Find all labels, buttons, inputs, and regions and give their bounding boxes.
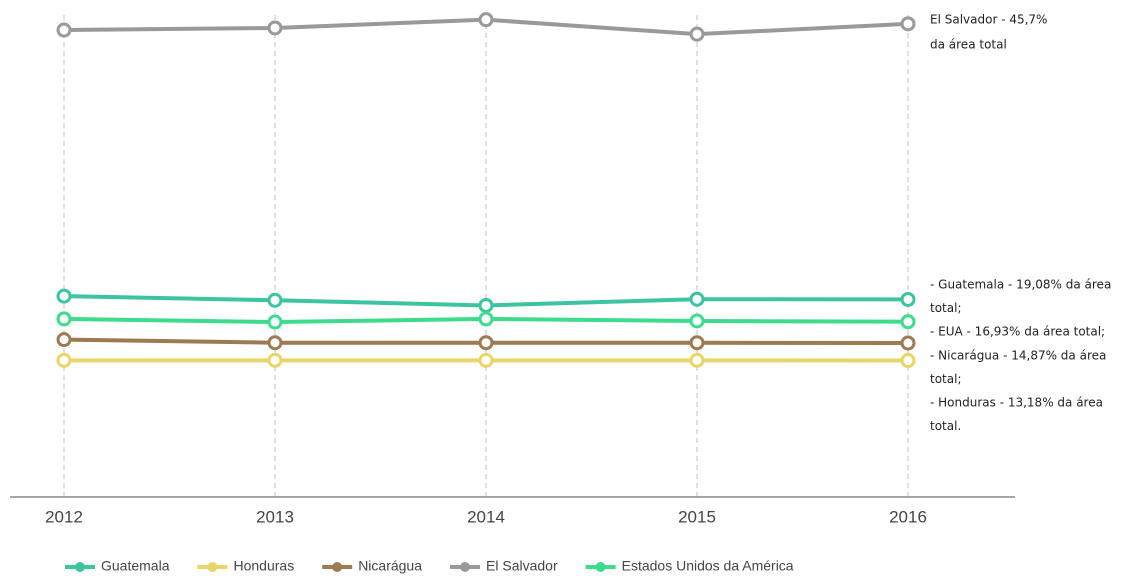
x-tick-label: 2014	[467, 507, 505, 526]
annotation: - EUA - 16,93% da área total;	[930, 325, 1105, 339]
point	[478, 12, 494, 28]
point	[478, 297, 494, 313]
x-tick-label: 2013	[256, 507, 294, 526]
point	[900, 291, 916, 307]
annotation: total;	[930, 372, 961, 386]
legend-item: Honduras	[197, 558, 294, 574]
annotation: El Salvador - 45,7%	[930, 13, 1047, 27]
legend-marker	[75, 562, 85, 572]
legend-item: Nicarágua	[322, 558, 422, 574]
point	[478, 335, 494, 351]
point	[478, 311, 494, 327]
point	[56, 352, 72, 368]
point	[900, 335, 916, 351]
legend-marker	[595, 562, 606, 572]
point	[267, 314, 283, 330]
legend-marker	[207, 562, 218, 572]
point	[689, 26, 705, 42]
legend-label: Guatemala	[101, 558, 170, 574]
point	[900, 16, 916, 32]
legend-marker	[332, 562, 343, 572]
annotation: da área total	[930, 38, 1007, 52]
x-tick-label: 2016	[889, 507, 927, 526]
annotation: - Guatemala - 19,08% da área	[930, 278, 1111, 292]
annotation: total;	[930, 301, 961, 315]
point	[478, 352, 494, 368]
point	[267, 352, 283, 368]
legend-label: Estados Unidos da América	[622, 558, 794, 574]
annotation: total.	[930, 419, 961, 433]
legend-label: Nicarágua	[358, 558, 422, 574]
point	[689, 352, 705, 368]
legend-item: Guatemala	[65, 558, 170, 574]
point	[267, 335, 283, 351]
point	[689, 291, 705, 307]
point	[900, 314, 916, 330]
legend-label: Honduras	[233, 558, 294, 574]
point	[267, 292, 283, 308]
annotation: - Honduras - 13,18% da área	[930, 396, 1103, 410]
annotation: - Nicarágua - 14,87% da área	[930, 348, 1106, 362]
x-tick-label: 2012	[45, 507, 83, 526]
legend-label: El Salvador	[486, 558, 558, 574]
point	[56, 311, 72, 327]
point	[267, 20, 283, 36]
x-tick-label: 2015	[678, 507, 716, 526]
point	[56, 22, 72, 38]
legend-marker	[460, 562, 471, 572]
legend-item: El Salvador	[450, 558, 558, 574]
point	[689, 335, 705, 351]
point	[56, 332, 72, 348]
point	[56, 288, 72, 304]
legend-item: Estados Unidos da América	[585, 558, 794, 574]
point	[689, 313, 705, 329]
point	[900, 353, 916, 369]
